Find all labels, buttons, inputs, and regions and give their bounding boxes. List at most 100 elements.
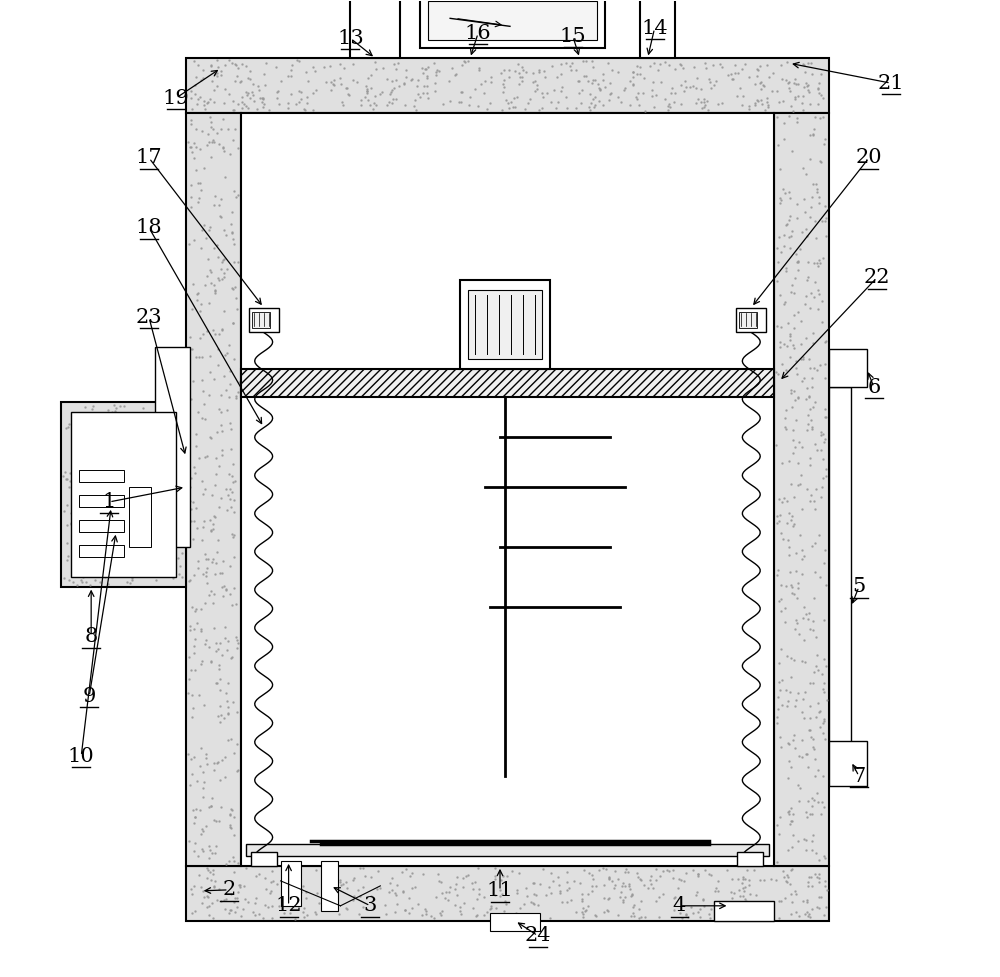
Point [388,61,404,76]
Point [195,62,211,77]
Point [115,421,131,437]
Point [228,390,244,405]
Point [60,419,76,435]
Point [98,507,114,523]
Point [710,97,726,112]
Point [205,133,221,149]
Point [550,94,566,109]
Point [171,567,187,582]
Bar [251,852,277,866]
Point [735,871,751,886]
Point [188,162,204,178]
Point [802,675,818,691]
Point [255,90,271,106]
Point [794,373,810,389]
Bar [241,113,774,866]
Point [261,103,277,118]
Point [776,870,792,885]
Point [193,72,209,88]
Point [201,295,217,311]
Point [815,90,831,106]
Point [284,871,300,887]
Point [190,553,206,569]
Point [525,896,541,912]
Point [479,101,495,116]
Point [563,62,579,77]
Point [73,573,89,588]
Bar [829,350,867,387]
Point [397,98,413,113]
Point [756,78,772,94]
Point [184,766,200,782]
Point [387,885,403,901]
Point [296,900,312,915]
Point [571,86,587,102]
Point [203,654,219,669]
Point [674,911,690,926]
Point [205,595,221,611]
Point [363,888,379,904]
Text: 16: 16 [465,23,491,43]
Point [365,102,381,117]
Point [689,884,705,900]
Point [449,887,465,903]
Point [794,501,810,517]
Point [404,900,420,915]
Point [80,434,96,449]
Point [216,368,232,384]
Point [438,884,454,900]
Point [186,639,202,655]
Point [782,816,798,831]
Point [201,850,217,866]
Point [190,849,206,865]
Point [554,894,570,910]
Point [199,888,215,904]
Point [727,65,743,81]
Point [332,56,348,71]
Point [190,175,206,191]
Point [382,875,398,891]
Point [135,401,151,416]
Point [338,901,354,916]
Point [661,58,677,73]
Point [732,897,748,913]
Point [784,144,800,159]
Point [83,522,99,537]
Point [226,492,242,508]
Point [281,883,297,899]
Point [202,108,218,124]
Point [72,528,88,543]
Point [213,387,229,403]
Point [84,441,100,456]
Point [366,891,382,907]
Point [780,315,796,330]
Point [131,451,147,467]
Point [95,534,111,550]
Point [657,54,673,69]
Point [234,57,250,72]
Point [397,902,413,917]
Point [131,555,147,571]
Point [697,98,713,113]
Point [124,528,140,543]
Point [483,898,499,913]
Point [119,574,135,590]
Point [585,91,601,106]
Point [90,531,106,547]
Point [135,531,151,546]
Point [189,96,205,111]
Point [551,877,567,893]
Point [792,528,808,543]
Point [818,577,834,593]
Point [263,883,279,899]
Point [252,90,268,106]
Point [206,878,222,894]
Point [784,814,800,829]
Point [791,792,807,808]
Point [806,121,822,137]
Point [812,152,828,168]
Point [201,908,217,923]
Point [69,576,85,592]
Point [697,863,713,878]
Point [806,792,822,808]
